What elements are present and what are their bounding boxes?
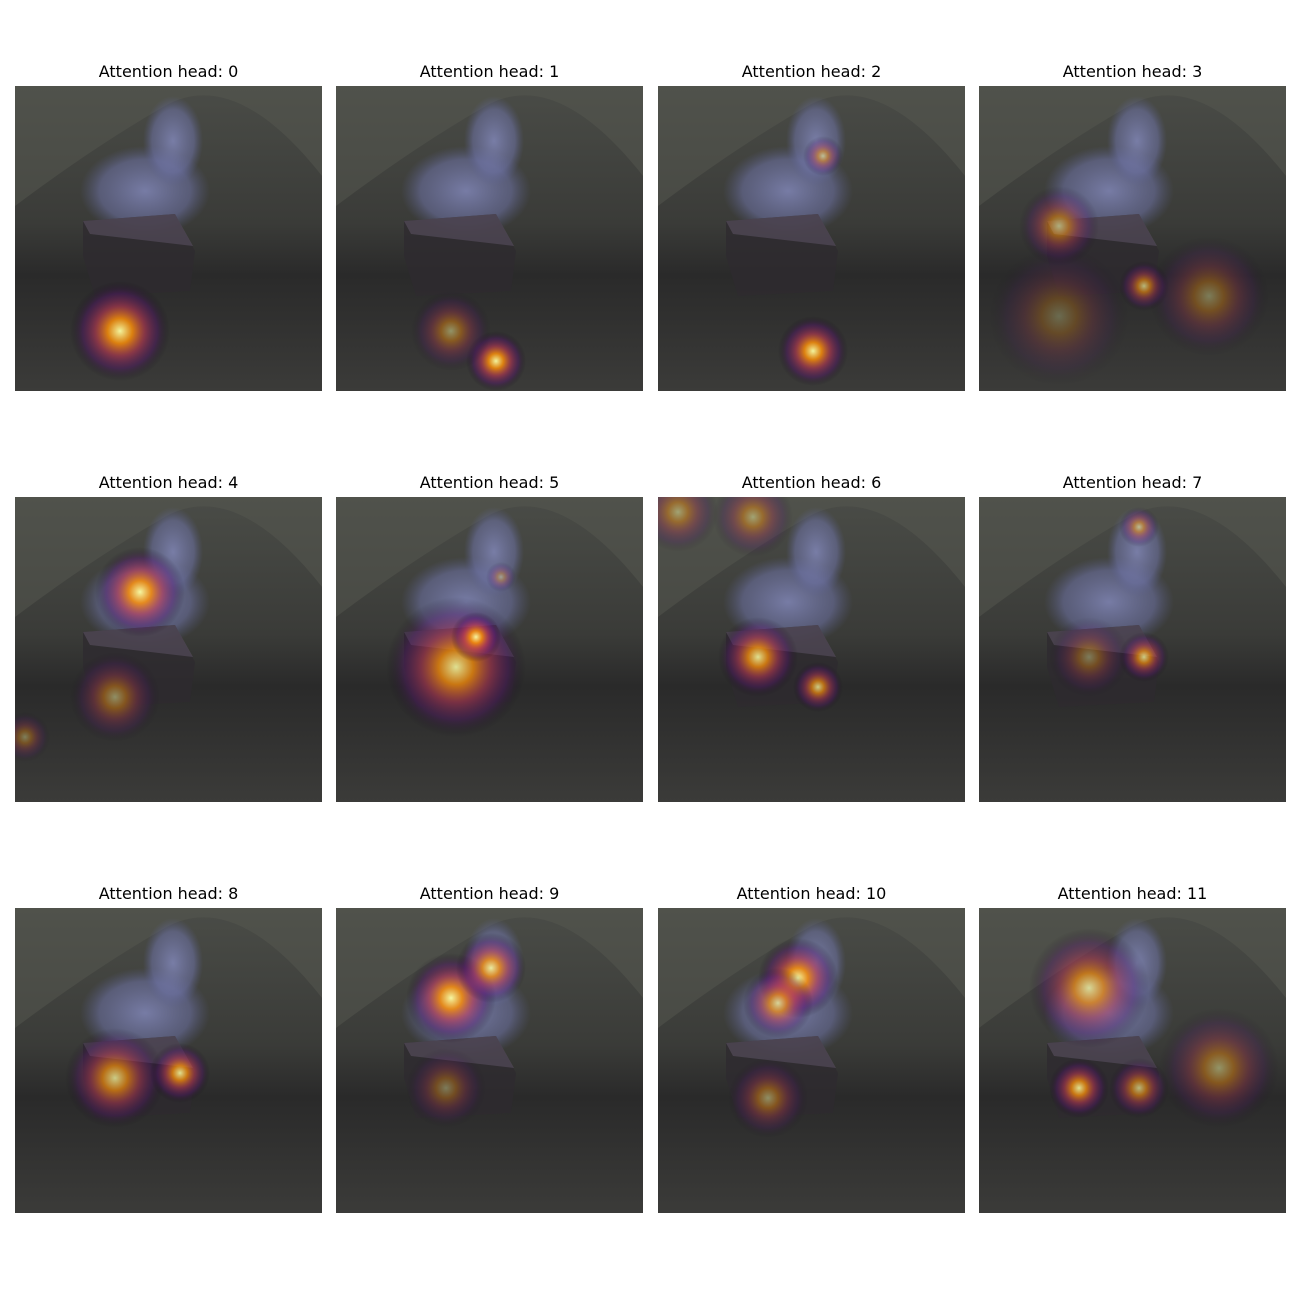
panel-title: Attention head: 3: [1063, 62, 1203, 81]
attention-image: [658, 86, 965, 391]
box-top: [404, 214, 514, 246]
heat-blob: [1049, 1058, 1109, 1118]
heat-blob: [1049, 617, 1129, 697]
heat-blob: [718, 617, 798, 697]
heat-blob: [1119, 632, 1169, 682]
panel-title: Attention head: 7: [1063, 473, 1203, 492]
dog-head: [1107, 96, 1167, 186]
attention-image: [979, 908, 1286, 1213]
dog-head: [464, 96, 524, 186]
heat-blob: [778, 316, 848, 386]
hill: [336, 86, 643, 206]
attention-image: [15, 908, 322, 1213]
heat-blob: [15, 712, 50, 762]
heat-blob: [70, 652, 160, 742]
hill: [15, 908, 322, 1028]
panel-title: Attention head: 6: [742, 473, 882, 492]
panel-title: Attention head: 11: [1058, 884, 1208, 903]
attention-image: [658, 497, 965, 802]
panel-title: Attention head: 2: [742, 62, 882, 81]
panel-title: Attention head: 8: [99, 884, 239, 903]
hill: [979, 86, 1286, 206]
heat-blob: [95, 547, 185, 637]
hill: [979, 497, 1286, 617]
heat-blob: [411, 291, 491, 371]
heat-blob: [1019, 186, 1099, 266]
heat-blob: [386, 597, 526, 737]
attention-image: [979, 497, 1286, 802]
heat-blob: [150, 1043, 210, 1103]
attention-image: [336, 86, 643, 391]
heat-blob: [1119, 507, 1159, 547]
panel-title: Attention head: 1: [420, 62, 560, 81]
box-top: [83, 214, 193, 246]
dog-head: [143, 918, 203, 1008]
heat-blob: [1029, 928, 1149, 1048]
box-top: [726, 1036, 836, 1068]
hill: [336, 497, 643, 617]
hill: [979, 908, 1286, 1028]
panel-title: Attention head: 9: [420, 884, 560, 903]
heat-blob: [1159, 1008, 1279, 1128]
heat-blob: [743, 968, 813, 1038]
panel-title: Attention head: 10: [737, 884, 887, 903]
hill: [15, 497, 322, 617]
attention-image: [336, 497, 643, 802]
hill: [336, 908, 643, 1028]
box-top: [83, 625, 193, 657]
heat-blob: [989, 246, 1129, 386]
heat-blob: [658, 497, 718, 552]
heat-blob: [1109, 1058, 1169, 1118]
heat-blob: [456, 933, 526, 1003]
heat-blob: [451, 612, 501, 662]
hill: [15, 86, 322, 206]
heat-blob: [713, 497, 793, 557]
heat-blob: [793, 662, 843, 712]
hill: [658, 86, 965, 206]
heat-blob: [486, 562, 516, 592]
dog-head: [143, 96, 203, 186]
heat-blob: [803, 136, 843, 176]
attention-image: [658, 908, 965, 1213]
attention-image: [15, 497, 322, 802]
panel-title: Attention head: 5: [420, 473, 560, 492]
attention-image: [979, 86, 1286, 391]
hill: [658, 908, 965, 1028]
attention-image: [336, 908, 643, 1213]
heat-blob: [70, 281, 170, 381]
panel-title: Attention head: 4: [99, 473, 239, 492]
attention-image: [15, 86, 322, 391]
panel-title: Attention head: 0: [99, 62, 239, 81]
heat-blob: [728, 1058, 808, 1138]
heat-blob: [1149, 236, 1269, 356]
heat-blob: [406, 1048, 486, 1128]
box-top: [726, 214, 836, 246]
heat-blob: [65, 1028, 165, 1128]
dog-head: [786, 507, 846, 597]
